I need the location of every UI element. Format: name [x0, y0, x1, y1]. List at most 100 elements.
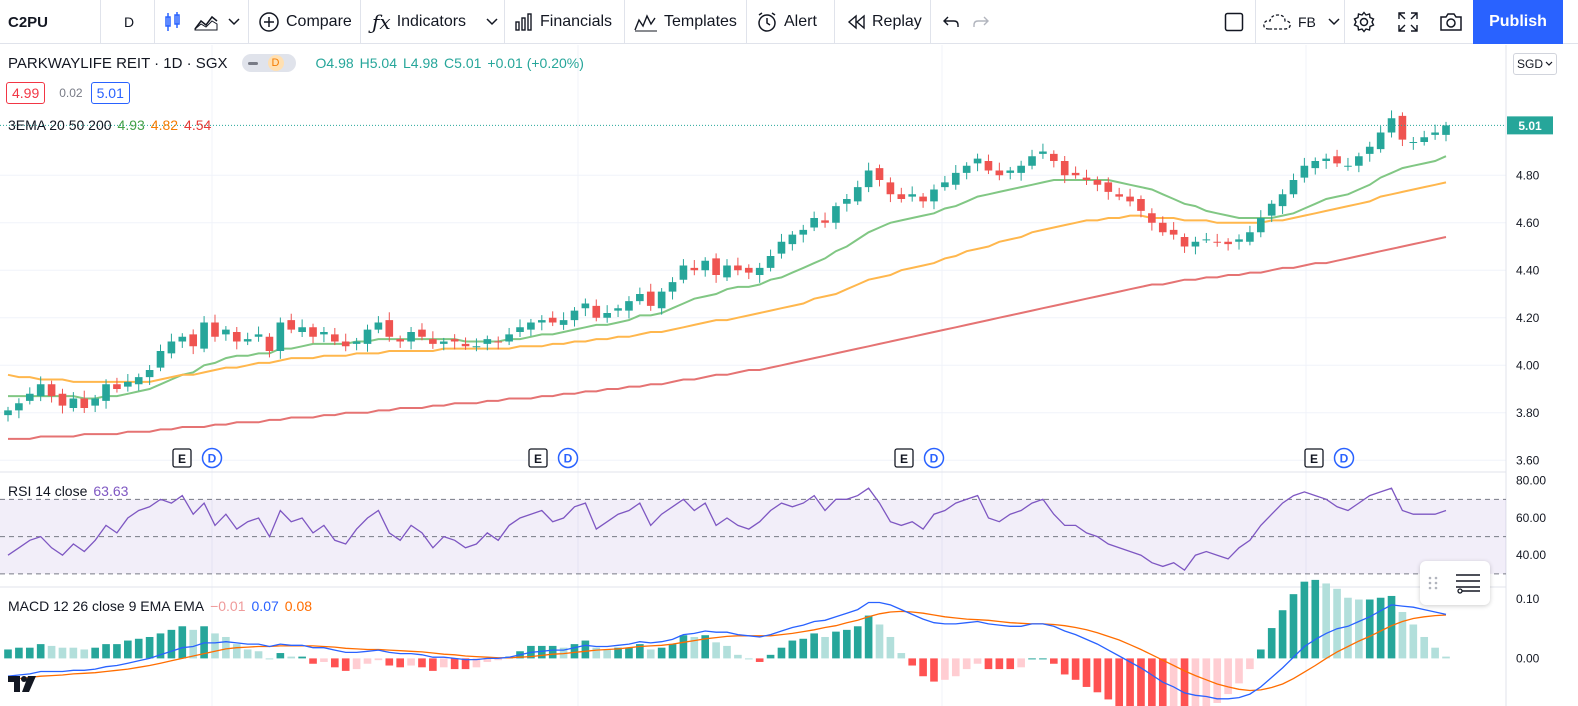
candle-body [592, 305, 601, 318]
macd-histogram-bar [1115, 658, 1123, 706]
indicators-button[interactable]: ƒx Indicators [372, 0, 466, 44]
candle-body [189, 334, 198, 347]
macd-histogram-bar [429, 658, 437, 671]
toolbar-divider [154, 0, 155, 44]
macd-histogram-bar [396, 658, 404, 668]
tradingview-logo[interactable] [8, 672, 38, 696]
chevron-down-icon [228, 18, 240, 26]
open-value: O4.98 [315, 55, 354, 71]
candle-body [723, 265, 731, 278]
drag-handle-icon[interactable] [1428, 575, 1438, 591]
candle-body [1082, 177, 1091, 180]
fullscreen-button[interactable] [1397, 0, 1419, 44]
macd-histogram-bar [592, 647, 601, 659]
earnings-marker-label: E [900, 452, 908, 466]
candle-body [755, 267, 764, 275]
publish-button[interactable]: Publish [1473, 0, 1563, 44]
data-status-pill[interactable]: D [241, 54, 296, 72]
candle-body [1169, 229, 1178, 235]
macd-histogram-bar [701, 635, 710, 659]
candle-body [625, 301, 633, 311]
candle-body [407, 332, 415, 342]
high-value: H5.04 [359, 55, 397, 71]
layout-button[interactable]: FB [1262, 0, 1340, 44]
macd-histogram-bar [1267, 628, 1276, 659]
replay-button[interactable]: Replay [846, 0, 922, 44]
symbol-legend: PARKWAYLIFE REIT · 1D · SGX D O4.98 H5.0… [8, 54, 590, 72]
snapshot-button[interactable] [1439, 0, 1463, 44]
price-axis-label: 3.80 [1516, 406, 1540, 420]
interval-button[interactable]: D [124, 14, 135, 30]
undo-button[interactable] [942, 0, 960, 44]
candle-body [1289, 180, 1298, 195]
compare-button[interactable]: Compare [258, 0, 352, 44]
candle-body [657, 291, 666, 309]
candle-body [1050, 153, 1058, 161]
candle-body [1355, 156, 1363, 166]
macd-histogram-bar [832, 631, 840, 659]
templates-button[interactable]: Templates [634, 0, 737, 44]
candle-body [1202, 239, 1211, 241]
settings-button[interactable] [1353, 0, 1375, 44]
macd-histogram-bar [1355, 599, 1363, 659]
macd-histogram-bar [309, 658, 317, 664]
candle-body [995, 170, 1004, 176]
chevron-down-icon [486, 18, 498, 26]
low-value: L4.98 [403, 55, 439, 71]
macd-histogram-bar [919, 658, 927, 677]
alert-button[interactable]: Alert [756, 0, 817, 44]
object-tree-icon[interactable] [1454, 572, 1482, 594]
spread-value: 0.02 [59, 86, 83, 100]
candle-body [1322, 158, 1330, 161]
macd-histogram-bar [4, 649, 12, 659]
candle-body [570, 310, 579, 321]
candle-body [1311, 161, 1320, 169]
macd-histogram-bar [189, 629, 198, 659]
pane-settings-widget[interactable] [1420, 561, 1490, 605]
macd-histogram-bar [973, 658, 982, 664]
macd-histogram-bar [352, 658, 361, 670]
ema-legend[interactable]: 3EMA 20 50 200 4.93 4.82 4.54 [8, 117, 217, 133]
price-axes: 3.60 3.80 4.00 4.20 4.40 4.60 4.80 40.00 60.00 80… [1516, 168, 1546, 665]
macd-histogram-bar [36, 644, 45, 659]
symbol-search-button[interactable]: C2PU [8, 13, 49, 31]
financials-button[interactable]: Financials [514, 0, 612, 44]
chart-type-dropdown[interactable] [228, 0, 240, 44]
redo-button[interactable] [972, 0, 990, 44]
symbol-title[interactable]: PARKWAYLIFE REIT · 1D · SGX [8, 54, 228, 72]
candle-body [1006, 170, 1015, 173]
toolbar-divider [248, 0, 249, 44]
chart-canvas[interactable]: E D E D E D E D 3.60 3.80 4.00 4.20 4.40 4.60 4.80 40.… [0, 45, 1578, 706]
macd-label: MACD 12 26 close 9 EMA EMA [8, 598, 205, 614]
ema20-value: 4.93 [117, 117, 145, 133]
macd-histogram-bar [113, 644, 121, 659]
bid-price-button[interactable]: 4.99 [6, 82, 46, 104]
indicators-dropdown[interactable] [486, 0, 498, 44]
macd-hist-value: −0.01 [210, 598, 246, 614]
cloud-icon [1263, 14, 1291, 30]
area-chart-type-button[interactable] [194, 0, 218, 44]
candles-chart-type-button[interactable] [164, 0, 182, 44]
currency-select[interactable]: SGD [1513, 53, 1557, 75]
candle-body [1060, 161, 1069, 176]
redo-icon [973, 16, 989, 27]
macd-histogram-bar [1333, 588, 1341, 659]
candlestick-icon [165, 12, 180, 31]
templates-label: Templates [664, 13, 737, 30]
macd-histogram-bar [1006, 658, 1015, 670]
candle-body [15, 403, 23, 411]
macd-histogram-bar [1224, 658, 1232, 695]
candle-body [1442, 125, 1450, 135]
macd-legend[interactable]: MACD 12 26 close 9 EMA EMA −0.01 0.07 0.… [8, 598, 318, 614]
macd-histogram-bar [1180, 658, 1189, 706]
ask-price-button[interactable]: 5.01 [90, 82, 130, 104]
macd-histogram-bar [930, 658, 938, 682]
candle-body [385, 320, 394, 337]
price-axis-label: 4.80 [1516, 168, 1540, 182]
area-chart-icon [194, 15, 218, 31]
rsi-legend[interactable]: RSI 14 close 63.63 [8, 483, 134, 499]
macd-histogram-bar [1322, 583, 1330, 659]
candle-body [1431, 132, 1439, 135]
drawing-toolbar-toggle-button[interactable] [1224, 0, 1244, 44]
